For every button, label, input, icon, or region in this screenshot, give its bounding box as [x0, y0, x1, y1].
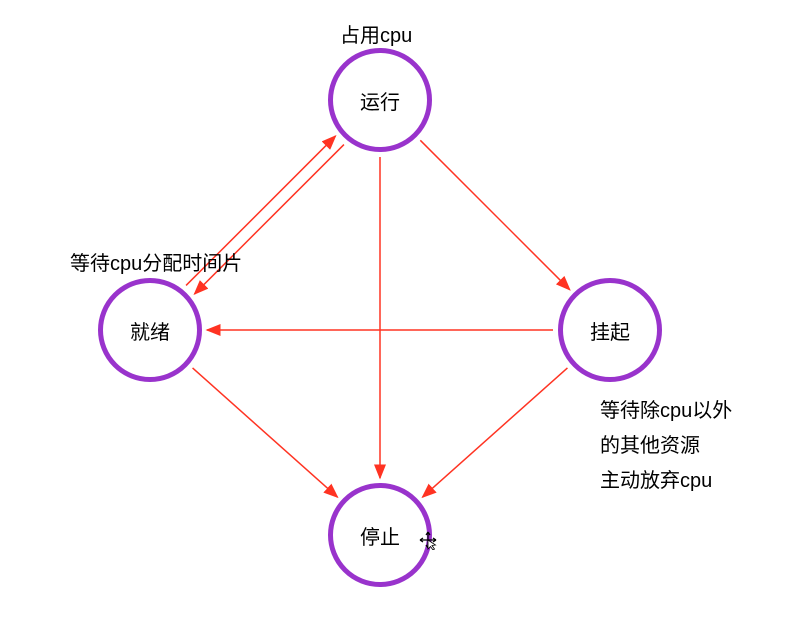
node-running: 运行 — [328, 48, 432, 152]
annotation-suspended-line3: 主动放弃cpu — [600, 465, 712, 497]
annotation-running: 占用cpu — [340, 20, 412, 52]
edge-ready-to-stopped — [193, 368, 338, 497]
edge-suspended-to-stopped — [423, 368, 568, 497]
annotation-suspended-line1: 等待除cpu以外 — [600, 395, 732, 427]
annotation-suspended-line2: 的其他资源 — [600, 430, 700, 462]
node-stopped: 停止 — [328, 483, 432, 587]
annotation-ready: 等待cpu分配时间片 — [70, 248, 242, 280]
diagram-canvas: 运行 就绪 挂起 停止 占用cpu 等待cpu分配时间片 等待除cpu以外 的其… — [0, 0, 798, 622]
node-ready-label: 就绪 — [130, 316, 170, 345]
node-suspended: 挂起 — [558, 278, 662, 382]
edge-running-to-suspended — [420, 140, 569, 289]
move-cursor-icon — [418, 530, 434, 550]
node-ready: 就绪 — [98, 278, 202, 382]
node-running-label: 运行 — [360, 86, 400, 115]
node-stopped-label: 停止 — [360, 521, 400, 550]
node-suspended-label: 挂起 — [590, 316, 630, 345]
